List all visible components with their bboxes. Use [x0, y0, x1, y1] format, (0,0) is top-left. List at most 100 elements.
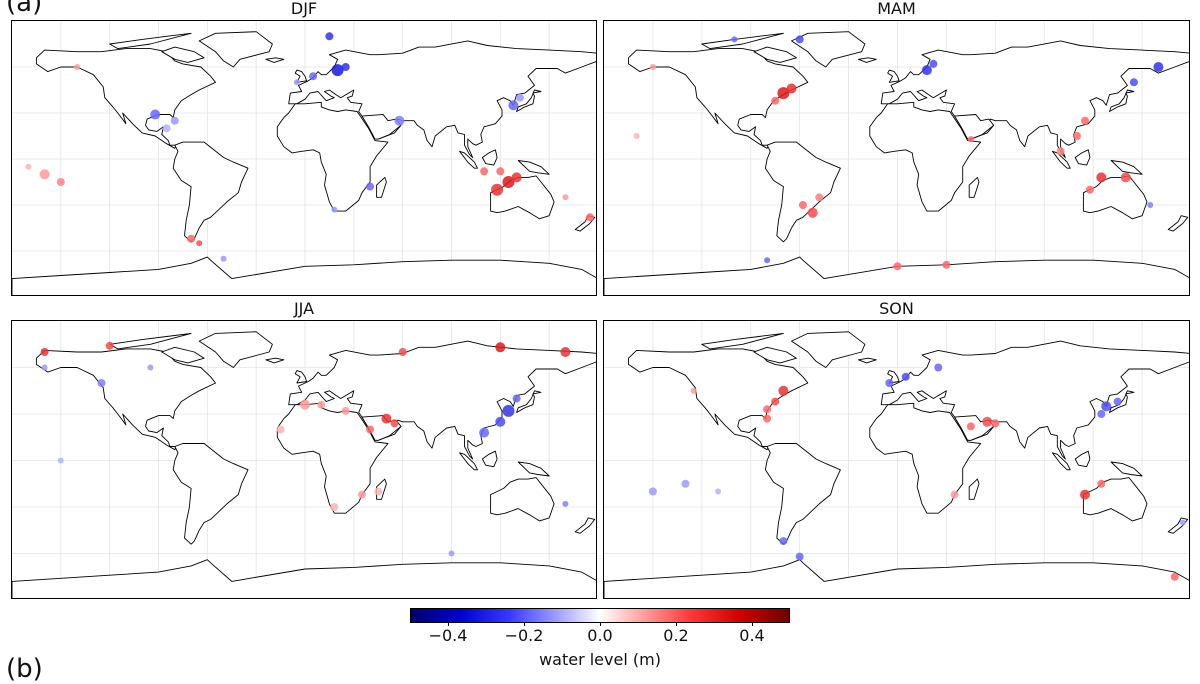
water-level-marker [633, 133, 640, 139]
coastline-japan [516, 89, 542, 112]
water-level-marker [366, 182, 375, 191]
map-panel-mam: MAM [603, 0, 1190, 296]
water-level-marker [1096, 172, 1107, 183]
coastline-iceland [857, 357, 877, 364]
water-level-marker [562, 500, 569, 507]
water-level-marker [1153, 62, 1164, 72]
water-level-marker [731, 36, 738, 43]
water-level-marker [1081, 116, 1089, 125]
water-level-marker [690, 387, 697, 394]
colorbar-tick-mark [600, 622, 601, 626]
coastline-japan [1109, 89, 1135, 112]
coastline-south-america [764, 443, 841, 545]
coastline-uk [294, 69, 308, 83]
water-level-marker [763, 414, 772, 423]
coastline-antarctica [12, 256, 596, 295]
water-level-marker [491, 183, 504, 196]
coastline-borneo [481, 149, 498, 166]
coastline-australia [490, 477, 555, 522]
water-level-marker [1080, 489, 1090, 500]
water-level-marker [715, 488, 722, 495]
coastline-baffin [161, 46, 205, 63]
coastline-iceland [857, 57, 877, 63]
water-level-marker [950, 490, 959, 499]
water-level-marker [562, 194, 569, 201]
water-level-marker [771, 397, 780, 406]
map-frame [11, 20, 597, 296]
water-level-marker [162, 124, 171, 133]
water-level-marker [511, 172, 522, 183]
water-level-marker [1129, 78, 1138, 87]
coastline-north-america [628, 48, 809, 149]
coastline-arabia [361, 114, 402, 140]
coastline-eurasia [288, 40, 596, 158]
water-level-marker [293, 79, 300, 86]
coastline-baffin [161, 346, 205, 364]
coastline-greenland [198, 31, 273, 68]
water-level-marker [341, 63, 350, 71]
water-level-marker [480, 167, 489, 176]
water-level-marker [1056, 147, 1065, 156]
coastline-new-guinea [517, 160, 550, 175]
coastline-new-zealand [1167, 517, 1189, 534]
water-level-marker [495, 416, 506, 427]
water-level-marker [496, 167, 505, 176]
water-level-marker [764, 257, 771, 264]
water-level-marker [807, 207, 818, 218]
coastline-north-america [628, 348, 809, 451]
coastline-borneo [1074, 149, 1091, 166]
water-level-marker [317, 400, 326, 409]
water-level-marker [40, 348, 49, 356]
coastline-eurasia [288, 340, 596, 460]
water-level-marker [982, 416, 993, 427]
water-level-marker [778, 385, 789, 396]
map-panel-son: SON [603, 300, 1190, 599]
coastline-new-guinea [517, 461, 550, 477]
colorbar-tick-label: 0.0 [587, 626, 613, 645]
water-level-marker [381, 413, 392, 424]
water-level-marker [795, 35, 804, 44]
colorbar-tick-label: 0.4 [739, 626, 765, 645]
map-frame [603, 20, 1190, 296]
coastline-madagascar [968, 478, 980, 500]
coastline-baffin [753, 46, 797, 63]
water-level-marker [681, 479, 690, 488]
water-level-marker [771, 96, 780, 105]
water-level-marker [786, 83, 797, 94]
water-level-marker [560, 347, 571, 357]
colorbar-tick-label: −0.4 [428, 626, 468, 645]
panel-title: JJA [293, 299, 315, 318]
water-level-marker [448, 550, 455, 557]
water-level-marker [966, 422, 975, 431]
water-level-marker [220, 255, 227, 262]
water-level-marker [25, 163, 32, 170]
coastline-sumatra [1051, 452, 1071, 471]
coastline-madagascar [376, 176, 387, 198]
water-level-marker [502, 404, 515, 417]
water-level-marker [893, 262, 902, 271]
water-level-marker [495, 342, 506, 353]
water-level-marker [390, 419, 399, 428]
water-level-marker [1170, 572, 1179, 581]
coastline-africa [869, 402, 982, 514]
coastline-australia [1082, 175, 1148, 220]
coastline-south-america [764, 141, 841, 243]
coastline-sumatra [459, 150, 478, 169]
panel-title: DJF [290, 0, 318, 18]
coastline-africa [869, 101, 982, 212]
coastline-iceland [265, 357, 285, 364]
water-level-marker [1179, 519, 1186, 526]
water-level-marker [331, 64, 344, 77]
water-level-marker [649, 64, 656, 70]
water-level-marker [648, 487, 657, 496]
coastline-baffin [753, 346, 797, 364]
coastline-new-zealand [1167, 215, 1189, 232]
water-level-marker [187, 234, 196, 243]
water-level-marker [56, 178, 65, 186]
water-level-marker [74, 64, 81, 70]
map-frame [11, 320, 597, 599]
water-level-marker [777, 87, 790, 100]
coastline-arctic-islands [109, 32, 192, 50]
water-level-marker [815, 193, 824, 202]
colorbar-tick-mark [752, 622, 753, 626]
